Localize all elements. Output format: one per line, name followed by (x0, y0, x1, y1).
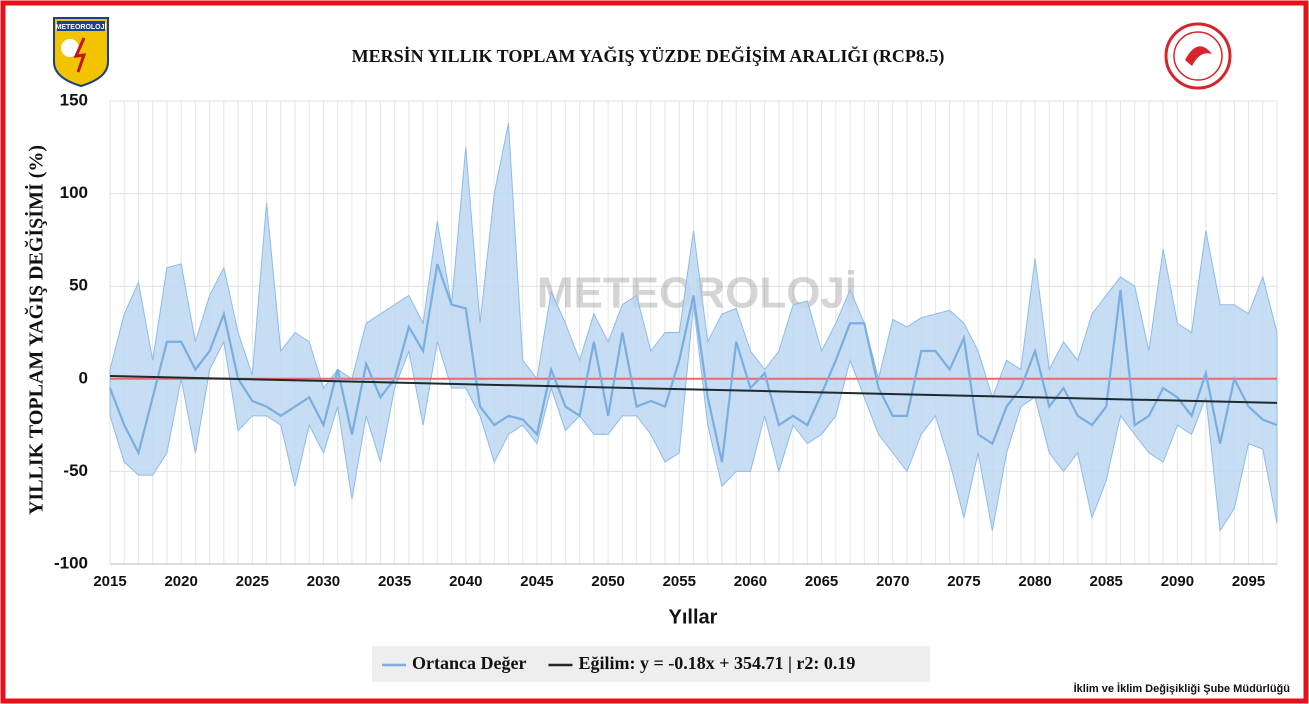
x-tick-label: 2070 (876, 573, 909, 590)
logo-text: METEOROLOJİ (56, 23, 107, 31)
range-band (109, 123, 1278, 533)
x-tick-label: 2045 (520, 573, 553, 590)
x-tick-label: 2050 (591, 573, 624, 590)
y-tick-label: 0 (79, 368, 88, 387)
x-tick-label: 2080 (1018, 573, 1051, 590)
y-tick-label: -100 (54, 553, 88, 572)
chart-title: MERSİN YILLIK TOPLAM YAĞIŞ YÜZDE DEĞİŞİM… (352, 45, 945, 67)
footer: İklim ve İklim Değişikliği Şube Müdürlüğ… (1074, 682, 1290, 695)
x-axis-label: Yıllar (669, 606, 718, 628)
y-tick-label: 100 (60, 183, 88, 202)
y-tick-label: 150 (60, 90, 88, 109)
x-tick-label: 2060 (734, 573, 767, 590)
plot-area: -100 -50 0 50 100 150 2015 2020 2025 2030 2035 2040… (54, 90, 1278, 590)
x-tick-label: 2055 (663, 573, 696, 590)
logo-left: METEOROLOJİ (53, 17, 109, 88)
x-tick-label: 2030 (307, 573, 340, 590)
x-tick-label: 2025 (236, 573, 269, 590)
series-line (108, 263, 1278, 463)
logo-right (1164, 22, 1232, 90)
legend-label: Ortanca Değer (412, 653, 526, 673)
legend (372, 646, 930, 682)
y-axis-label: YILLIK TOPLAM YAĞIŞ DEĞİŞİMİ (%) (24, 145, 48, 515)
y-tick-label: -50 (63, 461, 88, 480)
x-tick-label: 2095 (1232, 573, 1265, 590)
x-tick-label: 2035 (378, 573, 411, 590)
x-tick-label: 2065 (805, 573, 838, 590)
x-tick-label: 2090 (1161, 573, 1194, 590)
legend-label: Eğilim: y = -0.18x + 354.71 | r2: 0.19 (578, 653, 855, 673)
x-tick-label: 2040 (449, 573, 482, 590)
x-tick-label: 2085 (1090, 573, 1123, 590)
x-tick-label: 2075 (947, 573, 980, 590)
y-tick-label: 50 (69, 276, 88, 295)
x-tick-label: 2020 (164, 573, 197, 590)
x-tick-label: 2015 (93, 573, 126, 590)
series-line (109, 375, 1278, 404)
